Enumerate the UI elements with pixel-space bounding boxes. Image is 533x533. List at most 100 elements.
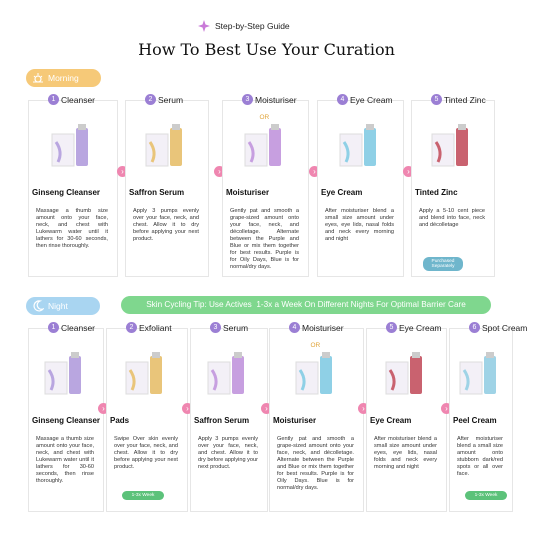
or-label: OR	[259, 114, 270, 121]
product-illustration	[339, 124, 376, 167]
step-label: Cleanser	[61, 95, 96, 105]
product-name: Tinted Zinc	[415, 188, 458, 197]
step-number: 1	[48, 322, 59, 333]
step-arrow: ›	[214, 166, 225, 177]
product-name: Pads	[110, 416, 130, 425]
product-name: Ginseng Cleanser	[32, 188, 101, 197]
product-illustration	[51, 124, 88, 167]
product-illustration	[125, 352, 162, 395]
step-label: Tinted Zinc	[444, 95, 486, 105]
tip-banner: Skin Cycling Tip: Use Actives 1-3x a Wee…	[121, 296, 491, 314]
product-description: Apply 3 pumps evenly over your face, nec…	[133, 208, 199, 242]
product-description: After moisturiser blend a small size amo…	[325, 208, 394, 242]
step-number: 6	[469, 322, 480, 333]
or-label: OR	[310, 342, 321, 349]
product-illustration	[207, 352, 244, 395]
product-illustration	[295, 352, 332, 395]
product-image	[122, 350, 170, 400]
product-description: Apply 3 pumps evenly over your face, nec…	[198, 436, 259, 470]
step-number: 5	[386, 322, 397, 333]
step-card	[222, 100, 309, 277]
product-image	[428, 122, 476, 172]
morning-pill	[26, 69, 101, 87]
product-illustration	[459, 352, 496, 395]
step-card	[317, 100, 404, 277]
step-arrow: ›	[182, 403, 193, 414]
product-description: Gently pat and smooth a grape-sized amou…	[230, 208, 299, 270]
step-label: Eye Cream	[399, 323, 442, 333]
step-label: Spot Cream	[482, 323, 528, 333]
product-illustration	[385, 352, 422, 395]
step-number: 1	[48, 94, 59, 105]
product-description: Massage a thumb size amount onto your fa…	[36, 436, 94, 484]
moon-icon	[33, 300, 44, 312]
step-card	[269, 328, 364, 512]
step-label: Exfoliant	[139, 323, 172, 333]
step-number: 2	[145, 94, 156, 105]
step-arrow: ›	[117, 166, 128, 177]
step-label: Cleanser	[61, 323, 96, 333]
step-number: 3	[242, 94, 253, 105]
night-pill	[26, 297, 100, 315]
step-arrow: ›	[358, 403, 369, 414]
page-title: How To Best Use Your Curation	[138, 40, 395, 59]
product-image	[41, 350, 89, 400]
sparkle-icon	[198, 20, 210, 32]
product-name: Moisturiser	[273, 416, 317, 425]
step-badge: Purchased Separately	[423, 257, 463, 271]
product-name: Saffron Serum	[194, 416, 250, 425]
step-number: 4	[337, 94, 348, 105]
step-number: 2	[126, 322, 137, 333]
product-description: Swipe Over skin evenly over your face, n…	[114, 436, 178, 470]
product-description: Massage a thumb size amount onto your fa…	[36, 208, 108, 249]
step-label: Serum	[158, 95, 184, 105]
product-image	[241, 122, 289, 172]
step-number: 4	[289, 322, 300, 333]
product-name: Peel Cream	[453, 416, 497, 425]
step-arrow: ›	[309, 166, 320, 177]
step-card	[366, 328, 447, 512]
step-label: Moisturiser	[302, 323, 344, 333]
product-name: Eye Cream	[370, 416, 412, 425]
product-image	[292, 350, 340, 400]
product-illustration	[244, 124, 281, 167]
step-arrow: ›	[261, 403, 272, 414]
product-image	[456, 350, 504, 400]
product-name: Saffron Serum	[129, 188, 185, 197]
product-description: After moisturiser blend a small size amo…	[374, 436, 437, 470]
step-badge: 1-3x Week	[465, 491, 507, 500]
step-label: Serum	[223, 323, 249, 333]
product-image	[382, 350, 430, 400]
product-image	[336, 122, 384, 172]
guide-badge: Step-by-Step Guide	[215, 21, 290, 31]
step-card	[411, 100, 495, 277]
product-description: Gently pat and smooth a grape-sized amou…	[277, 436, 354, 491]
step-card	[28, 100, 118, 277]
product-image	[204, 350, 252, 400]
product-name: Eye Cream	[321, 188, 363, 197]
product-description: After moisturiser blend a small size amo…	[457, 436, 503, 477]
section-label: Night	[48, 301, 68, 311]
product-illustration	[431, 124, 468, 167]
product-illustration	[145, 124, 182, 167]
step-card	[190, 328, 268, 512]
step-arrow: ›	[98, 403, 109, 414]
step-card	[125, 100, 209, 277]
step-number: 5	[431, 94, 442, 105]
product-description: Apply a 5-10 cent piece and blend into f…	[419, 208, 485, 228]
product-image	[48, 122, 96, 172]
step-card	[28, 328, 104, 512]
step-label: Eye Cream	[350, 95, 393, 105]
product-image	[142, 122, 190, 172]
step-arrow: ›	[441, 403, 452, 414]
step-number: 3	[210, 322, 221, 333]
step-card	[449, 328, 513, 512]
product-name: Ginseng Cleanser	[32, 416, 101, 425]
sun-icon	[33, 73, 43, 83]
step-label: Moisturiser	[255, 95, 297, 105]
product-illustration	[44, 352, 81, 395]
section-label: Morning	[48, 73, 79, 83]
step-badge: 1-3x Week	[122, 491, 164, 500]
step-arrow: ›	[403, 166, 414, 177]
